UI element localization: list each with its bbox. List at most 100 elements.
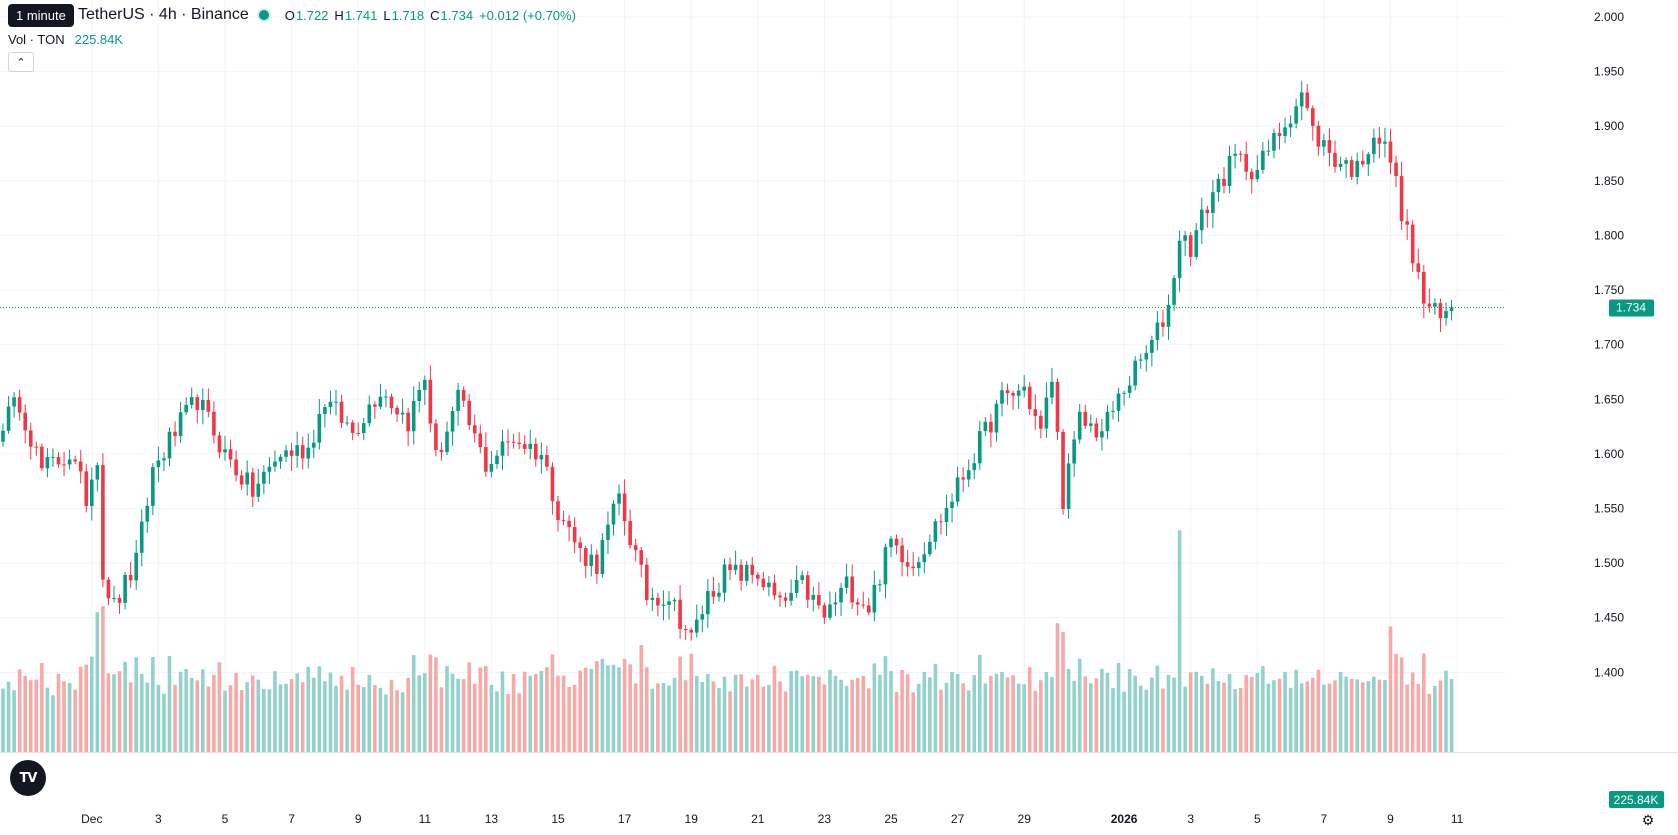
volume-bar [683,680,688,752]
candle-body [195,397,200,411]
time-tick-label: 19 [685,812,699,826]
candle-body [184,404,188,413]
candle-body [944,507,949,523]
candle-body [1394,162,1398,177]
volume-bar [817,676,821,752]
candle-body [356,432,360,434]
volume-bar [95,612,100,752]
candle-body [1416,263,1421,272]
gear-icon[interactable]: ⚙ [1641,811,1655,828]
volume-bar [334,685,338,752]
volume-bar [1322,684,1326,752]
candle-body [262,471,266,484]
candle-body [228,449,233,460]
volume-bar [1150,677,1154,752]
candle-body [905,562,910,567]
volume-bar [90,656,94,752]
volume-bar [950,672,954,752]
collapse-legend-button[interactable]: ⌃ [8,52,34,72]
volume-bar [478,667,483,752]
candle-body [423,379,427,390]
tradingview-logo-icon[interactable]: TV [10,760,46,796]
candle-body [1072,439,1076,464]
candle-body [561,520,566,522]
candle-body [1100,431,1104,438]
time-axis[interactable]: Dec 3 5 7 9 11 13 15 17 19 21 23 25 27 29 2026 3 5 7 9 11 [0,752,1678,827]
candle-body [6,406,11,431]
volume-bar [1222,682,1226,752]
time-tick-label: 7 [1321,812,1328,826]
candle-body [389,396,394,408]
candle-body [1305,92,1310,109]
candle-body [1061,431,1065,509]
time-tick-label: 3 [1187,812,1194,826]
volume-bar [312,677,316,752]
candle-body [861,604,866,606]
candle-body [289,450,294,456]
volume-bar [717,688,721,752]
candle-body [1005,390,1010,394]
volume-bar [789,671,793,752]
volume-bar [1311,677,1315,752]
candle-body [395,407,399,415]
volume-bar [1355,679,1359,752]
volume-bar [1016,683,1021,752]
volume-bar [689,653,693,752]
candle-body [911,566,915,569]
volume-bar [1227,674,1232,752]
volume-bar [1177,530,1182,752]
volume-bar [545,667,549,752]
volume-bar [1005,677,1010,752]
volume-bar [944,682,949,752]
candle-body [733,564,738,571]
volume-bar [223,690,227,752]
candle-body [844,576,849,588]
volume-bar [678,656,682,752]
price-axis[interactable]: 2.000 1.950 1.900 1.850 1.800 1.750 1.700 1.650… [1594,10,1664,808]
candle-body [1333,152,1337,167]
volume-bar [400,692,405,752]
candle-body [855,602,860,605]
candle-body [28,430,33,447]
candle-body [706,591,710,615]
volume-bar [34,679,39,752]
candle-body [328,401,333,408]
volume-bar [606,665,610,752]
candle-body [667,601,671,605]
volume-bar [500,671,505,752]
volume-bar [733,674,738,752]
volume-bar [1027,667,1032,752]
volume-bar [955,674,960,752]
volume-bar [1383,679,1387,752]
candle-body [384,396,388,398]
volume-bar [217,662,222,752]
volume-bar [212,674,216,752]
volume-bar [916,683,921,752]
candle-body [12,397,16,407]
volume-bar [328,672,333,752]
candle-body [201,400,205,411]
volume-bar [112,674,116,752]
volume-bar [567,686,571,752]
candle-body [323,407,327,415]
volume-bar [123,661,127,752]
symbol-title[interactable]: TetherUS · 4h · Binance [78,6,249,23]
volume-legend[interactable]: Vol · TON 225.84K [8,32,123,47]
time-tick-label: 11 [419,812,432,826]
candle-body [889,538,893,548]
volume-bar [778,681,782,752]
volume-bar [550,654,555,752]
candle-body [1127,385,1132,393]
volume-bar [1188,672,1193,752]
volume-bar [256,679,261,752]
candle-body [95,465,100,480]
volume-bar [1039,680,1043,752]
volume-bar [456,678,460,752]
candle-body [800,575,804,581]
candle-body [128,574,133,581]
candle-body [1183,235,1187,241]
volume-bar [1410,672,1415,752]
candle-body [583,548,588,566]
